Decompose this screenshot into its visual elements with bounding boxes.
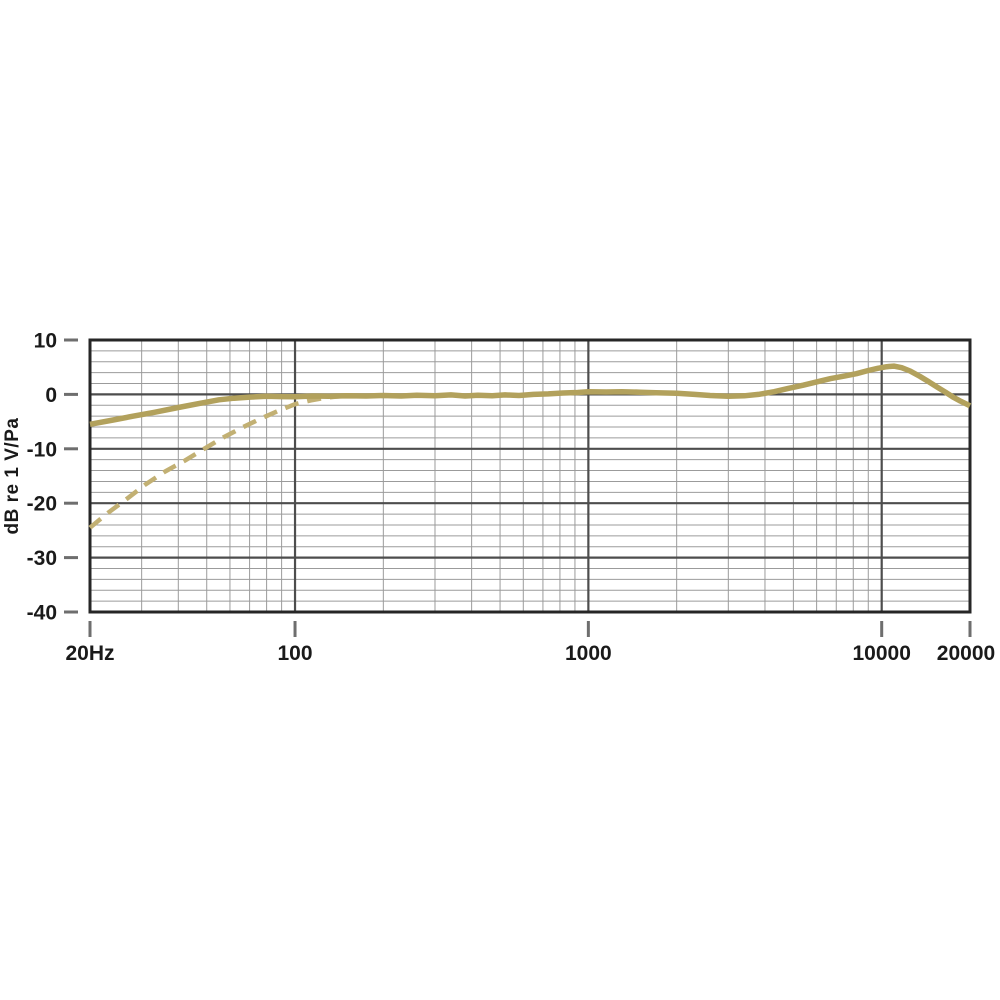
- y-tick-label: -30: [27, 547, 57, 570]
- low-cut-response-curve: [88, 393, 354, 530]
- axis-ticks: [64, 338, 972, 637]
- grid-minor: [90, 340, 970, 612]
- x-tick-label: 20Hz: [65, 642, 114, 665]
- y-tick-label: -10: [27, 438, 57, 461]
- y-tick-label: 0: [45, 384, 57, 407]
- y-tick-label: -40: [27, 602, 57, 625]
- plot-frame: [88, 338, 972, 614]
- y-axis-title: dB re 1 V/Pa: [2, 417, 23, 535]
- y-tick-label: -20: [27, 493, 57, 516]
- y-tick-labels: 10 0 -10 -20 -30 -40: [27, 330, 57, 625]
- x-tick-label: 10000: [852, 642, 910, 665]
- grid-major: [90, 340, 970, 612]
- x-tick-label: 1000: [565, 642, 612, 665]
- frequency-response-curve: [89, 363, 972, 428]
- y-tick-label: 10: [34, 330, 57, 353]
- x-tick-labels: 20Hz 100 1000 10000 20000: [65, 642, 995, 665]
- x-tick-label: 20000: [937, 642, 995, 665]
- x-tick-label: 100: [278, 642, 313, 665]
